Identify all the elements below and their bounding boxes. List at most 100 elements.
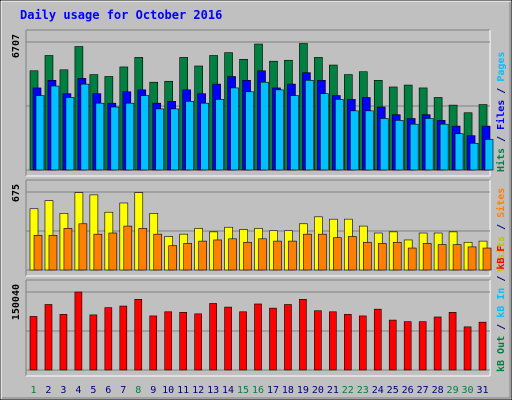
x-tick-label: 11 (177, 385, 189, 396)
axis-label-part: / (496, 136, 507, 148)
x-tick-label: 23 (357, 385, 369, 396)
bar-sites (243, 241, 252, 271)
bar-pages (200, 102, 209, 171)
bar-pages (140, 95, 150, 171)
bar-pages (155, 108, 165, 171)
x-tick-label: 20 (312, 385, 324, 396)
bar-kb-f (89, 314, 98, 371)
bar-kb-f (403, 321, 412, 371)
axis-label-part: / (496, 224, 507, 236)
x-tick-label: 4 (75, 385, 81, 396)
x-tick-label: 31 (476, 385, 488, 396)
bar-kb-f (134, 298, 143, 371)
bar-sites (377, 243, 387, 271)
bar-sites (362, 241, 372, 271)
x-tick-label: 25 (387, 385, 399, 396)
bar-sites (153, 233, 163, 271)
bar-sites (93, 233, 103, 271)
bar-kb-f (209, 303, 217, 371)
bar-sites (392, 241, 402, 271)
axis-label-part: Visits (495, 236, 507, 272)
bar-sites (318, 233, 327, 271)
bar-kb-f (463, 326, 472, 371)
x-tick-label: 24 (372, 385, 384, 396)
bar-sites (213, 239, 222, 271)
axis-label-part: Sites (495, 188, 507, 224)
bar-sites (333, 237, 342, 271)
bar-kb-f (478, 321, 487, 371)
x-tick-label: 15 (237, 385, 249, 396)
x-tick-label: 1 (30, 385, 36, 396)
bar-sites (48, 235, 58, 271)
x-tick-label: 19 (297, 385, 309, 396)
bar-kb-f (104, 307, 113, 371)
bar-pages (305, 80, 314, 171)
axis-label-part: / (496, 324, 507, 336)
axis-label-part: Hits (495, 148, 507, 172)
x-tick-label: 21 (327, 385, 339, 396)
x-tick-label: 28 (432, 385, 444, 396)
bar-pages (65, 97, 75, 171)
chart-panels: 6707 Hits / Files / Pages 675 Visits / Site… (11, 29, 507, 377)
bar-kb-f (29, 316, 38, 371)
x-tick-label: 7 (120, 385, 126, 396)
axis-label-part: kB F (496, 246, 507, 276)
x-tick-label: 27 (417, 385, 429, 396)
bar-kb-f (149, 315, 158, 371)
axis-label-part: / (496, 276, 507, 288)
x-tick-label: 13 (207, 385, 219, 396)
bar-pages (260, 81, 269, 171)
bar-kb-f (269, 307, 277, 371)
bar-pages (50, 85, 60, 171)
x-tick-label: 30 (462, 385, 474, 396)
bar-kb-f (344, 314, 352, 371)
x-tick-label: 10 (162, 385, 174, 396)
bar-kb-f (388, 319, 397, 371)
bar-pages (469, 142, 479, 171)
x-tick-label: 17 (267, 385, 279, 396)
bar-sites (138, 228, 148, 271)
x-tick-label: 8 (135, 385, 141, 396)
bar-pages (35, 95, 45, 171)
x-tick-label: 18 (282, 385, 294, 396)
bar-kb-f (164, 311, 173, 371)
x-tick-label: 9 (150, 385, 156, 396)
bar-pages (230, 87, 239, 171)
panel-max-label: 6707 (11, 34, 22, 58)
bar-sites (228, 238, 237, 271)
bar-pages (454, 133, 464, 171)
bar-sites (183, 243, 192, 271)
bar-kb-f (224, 306, 232, 371)
bar-pages (80, 83, 90, 171)
bar-pages (335, 99, 344, 171)
bar-sites (198, 240, 207, 271)
bar-pages (290, 95, 299, 171)
bar-kb-f (433, 316, 442, 371)
bar-sites (407, 247, 417, 271)
bar-pages (320, 93, 329, 171)
bar-sites (437, 244, 447, 271)
bar-sites (273, 240, 282, 271)
bar-pages (364, 110, 374, 171)
bar-sites (123, 225, 133, 271)
bar-kb-f (299, 298, 307, 371)
bar-sites (168, 245, 178, 271)
bar-kb-f (194, 313, 202, 371)
axis-label-part: kB In (496, 288, 507, 324)
bar-kb-f (59, 314, 68, 371)
bar-kb-f (314, 310, 322, 371)
panel-kbytes: 150040 kB Out / kB In / kB F (11, 246, 507, 377)
bar-kb-f (284, 304, 292, 371)
panel-axis-label: kB Out / kB In / kB F (496, 246, 507, 372)
x-tick-label: 6 (105, 385, 111, 396)
bar-sites (348, 236, 357, 271)
panel-axis-label: Visits / Sites (495, 188, 507, 272)
bar-pages (424, 118, 434, 171)
bar-kb-f (44, 304, 53, 371)
bar-kb-f (74, 291, 83, 371)
bar-kb-f (329, 311, 337, 371)
x-tick-label: 26 (402, 385, 414, 396)
bar-pages (350, 110, 359, 171)
bar-kb-f (448, 311, 457, 371)
